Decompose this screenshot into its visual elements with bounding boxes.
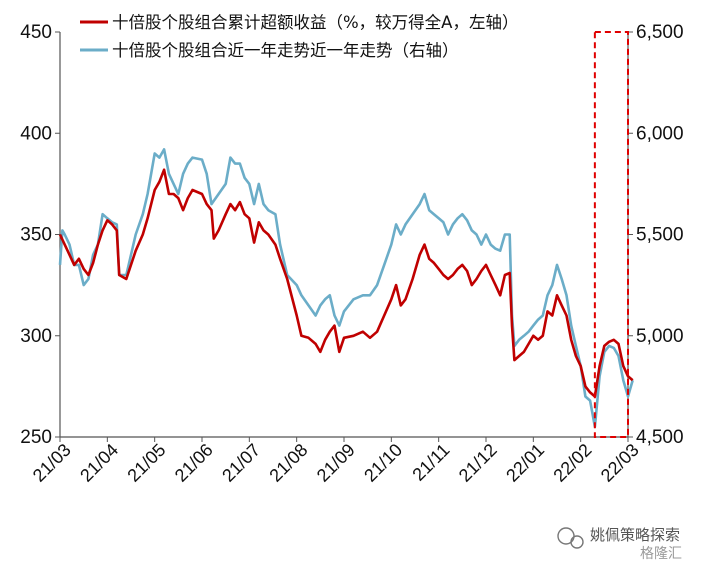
x-tick-label: 21/09 xyxy=(313,440,359,486)
legend-label: 十倍股个股组合累计超额收益（%，较万得全A，左轴） xyxy=(112,13,518,32)
watermark-text: 姚佩策略探索 xyxy=(590,526,680,544)
y-left-tick-label: 450 xyxy=(20,22,52,43)
x-tick-label: 22/02 xyxy=(550,440,596,486)
watermark-subtext: 格隆汇 xyxy=(640,546,682,562)
x-tick-label: 21/04 xyxy=(76,440,122,486)
series-layer xyxy=(58,148,634,429)
axes: 250 300 350 400 450 4,500 5,000 5,500 6,000 6,500… xyxy=(20,22,683,486)
series-line-excess-return xyxy=(58,168,634,398)
x-tick-label: 21/10 xyxy=(360,440,406,486)
y-left-tick-label: 250 xyxy=(20,427,52,448)
y-right-tick-label: 6,500 xyxy=(636,22,684,43)
y-left-tick-label: 350 xyxy=(20,225,52,246)
x-tick-label: 21/06 xyxy=(171,440,217,486)
series-line-portfolio-trend xyxy=(58,148,634,429)
x-tick-label: 21/07 xyxy=(218,440,264,486)
y-right-tick-label: 6,000 xyxy=(636,123,684,144)
x-tick-label: 21/08 xyxy=(266,440,312,486)
y-right-tick-label: 5,000 xyxy=(636,326,684,347)
wechat-icon xyxy=(557,527,584,549)
y-left-tick-label: 400 xyxy=(20,123,52,144)
y-left-tick-label: 300 xyxy=(20,326,52,347)
annotation-layer xyxy=(593,31,629,438)
dashed-highlight-box xyxy=(593,31,629,438)
x-tick-label: 21/12 xyxy=(455,440,501,486)
x-tick-label: 21/11 xyxy=(408,440,453,485)
y-right-tick-label: 4,500 xyxy=(636,427,684,448)
x-tick-label: 22/01 xyxy=(502,440,548,486)
x-tick-label: 21/05 xyxy=(124,440,170,486)
legend-label: 十倍股个股组合近一年走势近一年走势（右轴） xyxy=(112,41,459,60)
legend: 十倍股个股组合累计超额收益（%，较万得全A，左轴） 十倍股个股组合近一年走势近一年… xyxy=(80,13,518,60)
watermark: 姚佩策略探索 格隆汇 xyxy=(557,526,682,562)
y-right-tick-label: 5,500 xyxy=(636,225,684,246)
